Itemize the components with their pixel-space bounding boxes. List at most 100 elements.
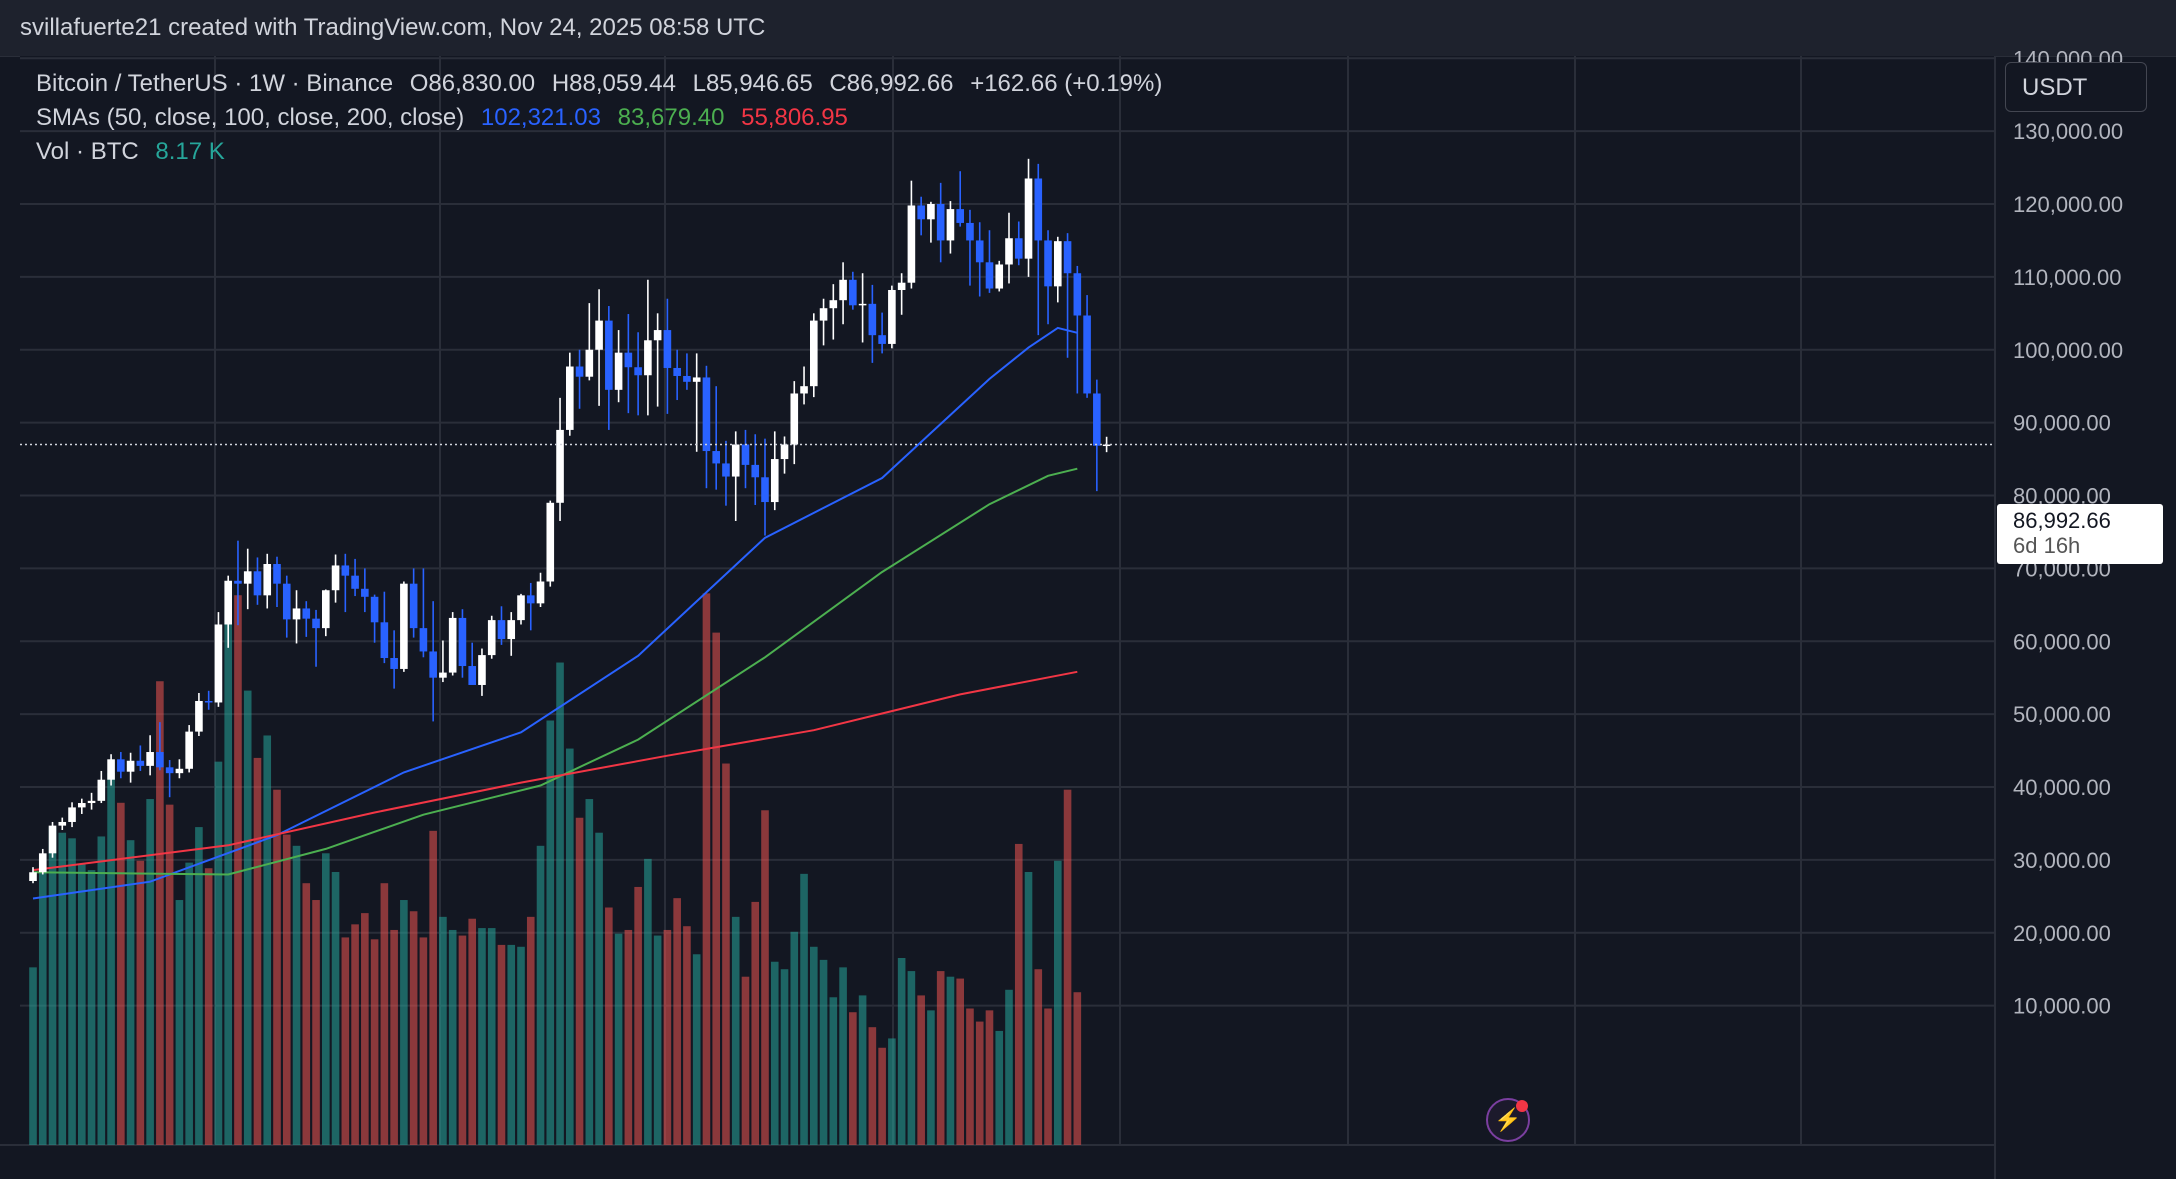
candle-body bbox=[1073, 273, 1082, 316]
volume-bar bbox=[214, 761, 223, 1145]
volume-bar bbox=[58, 832, 67, 1145]
candle-body bbox=[819, 308, 828, 321]
volume-bar bbox=[868, 1027, 877, 1145]
volume-bar bbox=[117, 802, 125, 1145]
volume-bar bbox=[800, 873, 808, 1145]
volume-bar bbox=[507, 944, 516, 1145]
candle-body bbox=[341, 565, 350, 576]
volume-bar bbox=[292, 845, 301, 1145]
candle-body bbox=[370, 596, 379, 623]
last-price-tag: 86,992.66 6d 16h bbox=[1997, 504, 2163, 564]
volume-bar bbox=[985, 1010, 994, 1145]
symbol-label[interactable]: Bitcoin / TetherUS · 1W · Binance bbox=[36, 70, 394, 97]
volume-bar bbox=[48, 827, 57, 1145]
volume-bar bbox=[624, 929, 633, 1145]
close-value: C86,992.66 bbox=[829, 70, 954, 97]
volume-bar bbox=[282, 834, 291, 1145]
candle-body bbox=[663, 330, 672, 368]
candle-body bbox=[234, 580, 242, 584]
volume-bar bbox=[770, 961, 779, 1145]
volume-bar bbox=[731, 916, 740, 1145]
candle-body bbox=[253, 571, 262, 596]
candle-body bbox=[87, 800, 96, 804]
candle-body bbox=[458, 617, 467, 667]
candle-body bbox=[322, 590, 330, 629]
candle-body bbox=[68, 807, 76, 822]
candle-body bbox=[1014, 238, 1023, 259]
currency-selector[interactable]: USDT bbox=[2005, 62, 2147, 112]
candle-body bbox=[849, 279, 857, 306]
volume-bar bbox=[1024, 871, 1033, 1145]
candle-body bbox=[546, 502, 555, 582]
candle-body bbox=[1054, 241, 1062, 287]
candle-body bbox=[390, 658, 398, 669]
candle-body bbox=[175, 768, 184, 774]
candle-body bbox=[146, 752, 154, 766]
volume-bar bbox=[458, 935, 467, 1145]
volume-bar bbox=[448, 929, 457, 1145]
candle-body bbox=[839, 279, 847, 301]
candle-body bbox=[780, 444, 789, 460]
price-tick-label: 130,000.00 bbox=[2013, 119, 2123, 144]
volume-bar bbox=[429, 830, 437, 1145]
volume-bar bbox=[156, 681, 164, 1145]
volume-bar bbox=[819, 959, 828, 1145]
volume-bar bbox=[370, 939, 379, 1145]
candle-body bbox=[97, 779, 106, 801]
candle-body bbox=[683, 375, 691, 382]
candle-body bbox=[810, 320, 818, 387]
volume-bar bbox=[683, 926, 691, 1145]
volume-bar bbox=[849, 1012, 857, 1145]
volume-bar bbox=[692, 954, 701, 1145]
volume-bar bbox=[185, 862, 193, 1145]
candle-body bbox=[653, 330, 662, 341]
candle-body bbox=[927, 204, 935, 220]
open-value: O86,830.00 bbox=[409, 70, 536, 97]
candle-body bbox=[107, 759, 115, 780]
vol-label[interactable]: Vol · BTC bbox=[36, 138, 139, 165]
volume-bar bbox=[566, 748, 574, 1145]
volume-bar bbox=[839, 967, 847, 1145]
volume-bar bbox=[1044, 1008, 1052, 1145]
candle-body bbox=[243, 571, 252, 584]
candle-body bbox=[634, 367, 642, 376]
volume-bar bbox=[400, 900, 408, 1145]
candle-body bbox=[165, 767, 174, 774]
volume-bar bbox=[253, 757, 262, 1145]
candle-body bbox=[1044, 240, 1052, 287]
change-value: +162.66 (+0.19%) bbox=[970, 70, 1163, 97]
candle-body bbox=[1063, 241, 1072, 274]
candle-body bbox=[331, 565, 340, 591]
volume-bar bbox=[165, 804, 174, 1145]
candle-body bbox=[731, 444, 740, 477]
volume-bars bbox=[29, 593, 1082, 1145]
volume-bar bbox=[956, 978, 964, 1145]
volume-bar bbox=[741, 976, 750, 1145]
bar-countdown: 6d 16h bbox=[2013, 533, 2081, 558]
volume-bar bbox=[487, 928, 496, 1145]
volume-bar bbox=[1034, 969, 1043, 1145]
volume-bar bbox=[878, 1047, 886, 1145]
candle-body bbox=[38, 853, 47, 873]
candle-body bbox=[400, 583, 408, 669]
high-value: H88,059.44 bbox=[551, 70, 676, 97]
candle-body bbox=[439, 672, 447, 678]
volume-bar bbox=[536, 845, 545, 1145]
candle-body bbox=[858, 303, 867, 306]
candle-body bbox=[78, 803, 86, 808]
sma-label[interactable]: SMAs (50, close, 100, close, 200, close) bbox=[36, 104, 465, 131]
sma50-value: 102,321.03 bbox=[480, 104, 601, 131]
volume-bar bbox=[575, 817, 584, 1145]
volume-bar bbox=[673, 898, 681, 1145]
volume-bar bbox=[331, 871, 340, 1145]
sma100-line bbox=[32, 467, 1078, 876]
volume-bar bbox=[663, 929, 672, 1145]
candle-body bbox=[985, 262, 994, 289]
candle-body bbox=[673, 367, 681, 376]
candle-body bbox=[409, 583, 418, 629]
volume-bar bbox=[653, 935, 662, 1145]
candle-body bbox=[214, 624, 223, 703]
candle-body bbox=[917, 205, 925, 220]
volume-bar bbox=[995, 1030, 1004, 1145]
